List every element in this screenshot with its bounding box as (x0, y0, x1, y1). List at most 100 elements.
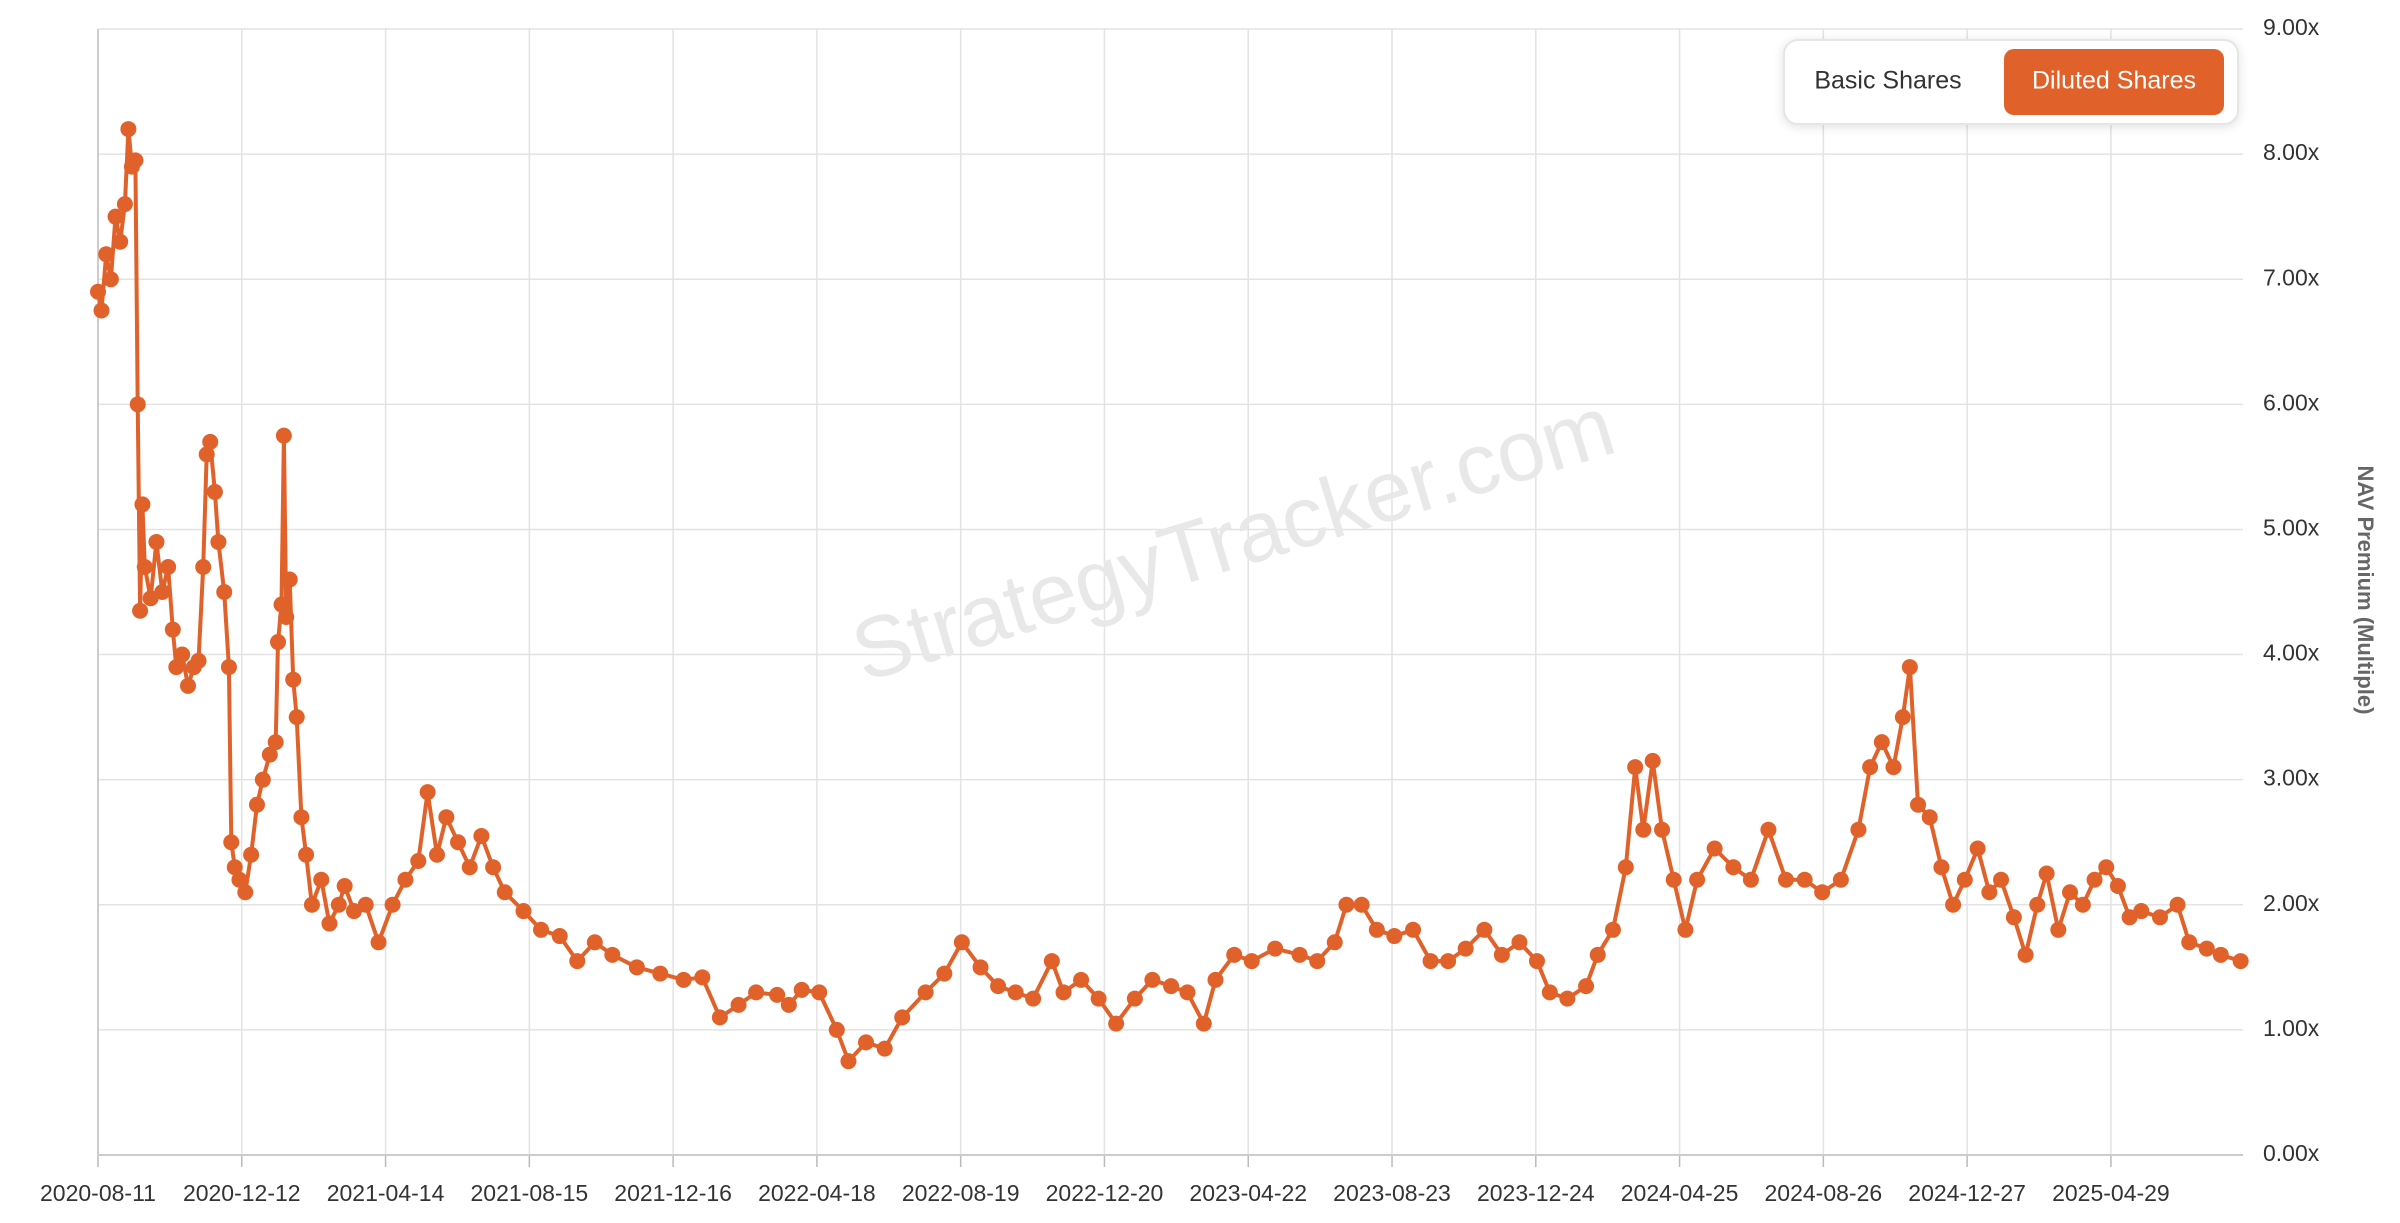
point (261, 746, 278, 763)
y-tick-label: 4.00x (2263, 640, 2320, 666)
x-tick-label: 2022-12-20 (1046, 1180, 1164, 1206)
point (93, 302, 110, 319)
x-tick-label: 2020-12-12 (183, 1180, 301, 1206)
point (1945, 896, 1962, 913)
point (1126, 990, 1143, 1007)
point (1706, 840, 1723, 857)
point (1007, 984, 1024, 1001)
point (1267, 940, 1284, 957)
point (1617, 859, 1634, 876)
grid (97, 28, 2243, 1156)
point (811, 984, 828, 1001)
point (1589, 946, 1606, 963)
point (127, 152, 144, 169)
point (321, 915, 338, 932)
point (551, 928, 568, 945)
point (384, 896, 401, 913)
y-axis-title: NAV Premium (Multiple) (2353, 466, 2378, 715)
point (1055, 984, 1072, 1001)
point (2061, 884, 2078, 901)
point (1243, 953, 1260, 970)
x-tick-label: 2025-04-29 (2052, 1180, 2170, 1206)
point (285, 671, 302, 688)
point (2121, 909, 2138, 926)
point (628, 959, 645, 976)
x-tick-label: 2021-12-16 (614, 1180, 732, 1206)
point (2017, 946, 2034, 963)
point (2152, 909, 2169, 926)
point (1291, 946, 1308, 963)
point (1226, 946, 1243, 963)
point (136, 558, 153, 575)
point (1742, 871, 1759, 888)
point (876, 1040, 893, 1057)
point (1921, 809, 1938, 826)
toggle-button[interactable] (1800, 49, 1976, 115)
toggle-button[interactable] (2004, 49, 2224, 115)
x-tick-label: 2020-08-11 (40, 1180, 156, 1206)
point (1309, 953, 1326, 970)
point (174, 646, 191, 663)
y-tick-label: 6.00x (2263, 389, 2320, 415)
point (278, 609, 295, 626)
point (254, 771, 271, 788)
point (1493, 946, 1510, 963)
point (1338, 896, 1355, 913)
point (485, 859, 502, 876)
point (206, 483, 223, 500)
point (195, 558, 212, 575)
point (293, 809, 310, 826)
y-tick-label: 8.00x (2263, 139, 2320, 165)
point (828, 1021, 845, 1038)
point (1541, 984, 1558, 1001)
point (515, 903, 532, 920)
point (226, 859, 243, 876)
point (410, 852, 427, 869)
point (730, 996, 747, 1013)
point (1901, 659, 1918, 676)
point (98, 246, 115, 263)
point (210, 533, 227, 550)
point (2086, 871, 2103, 888)
point (120, 121, 137, 138)
point (2038, 865, 2055, 882)
point (1511, 934, 1528, 951)
point (243, 846, 260, 863)
point (288, 709, 305, 726)
point (202, 433, 219, 450)
point (990, 978, 1007, 995)
point (248, 796, 265, 813)
point (275, 427, 292, 444)
y-tick-label: 1.00x (2263, 1015, 2320, 1041)
point (428, 846, 445, 863)
point (604, 946, 621, 963)
point (1179, 984, 1196, 1001)
point (164, 621, 181, 638)
point (1528, 953, 1545, 970)
toggle-button-label[interactable]: Diluted Shares (2032, 67, 2196, 95)
point (1689, 871, 1706, 888)
point (180, 677, 197, 694)
point (2212, 946, 2229, 963)
y-tick-label: 3.00x (2263, 765, 2320, 791)
x-tick-label: 2022-04-18 (758, 1180, 876, 1206)
button-group: Basic Shares Diluted Shares (1783, 39, 2239, 125)
point (675, 971, 692, 988)
point (1440, 953, 1457, 970)
point (336, 878, 353, 895)
point (894, 1009, 911, 1026)
point (953, 934, 970, 951)
toggle-button-label[interactable]: Basic Shares (1814, 67, 1961, 95)
point (1604, 921, 1621, 938)
point (1677, 921, 1694, 938)
point (168, 659, 185, 676)
point (1405, 921, 1422, 938)
point (1993, 871, 2010, 888)
point (190, 652, 207, 669)
point (533, 921, 550, 938)
point (711, 1009, 728, 1026)
point (1025, 990, 1042, 1007)
point (748, 984, 765, 1001)
point (569, 953, 586, 970)
point (1457, 940, 1474, 957)
